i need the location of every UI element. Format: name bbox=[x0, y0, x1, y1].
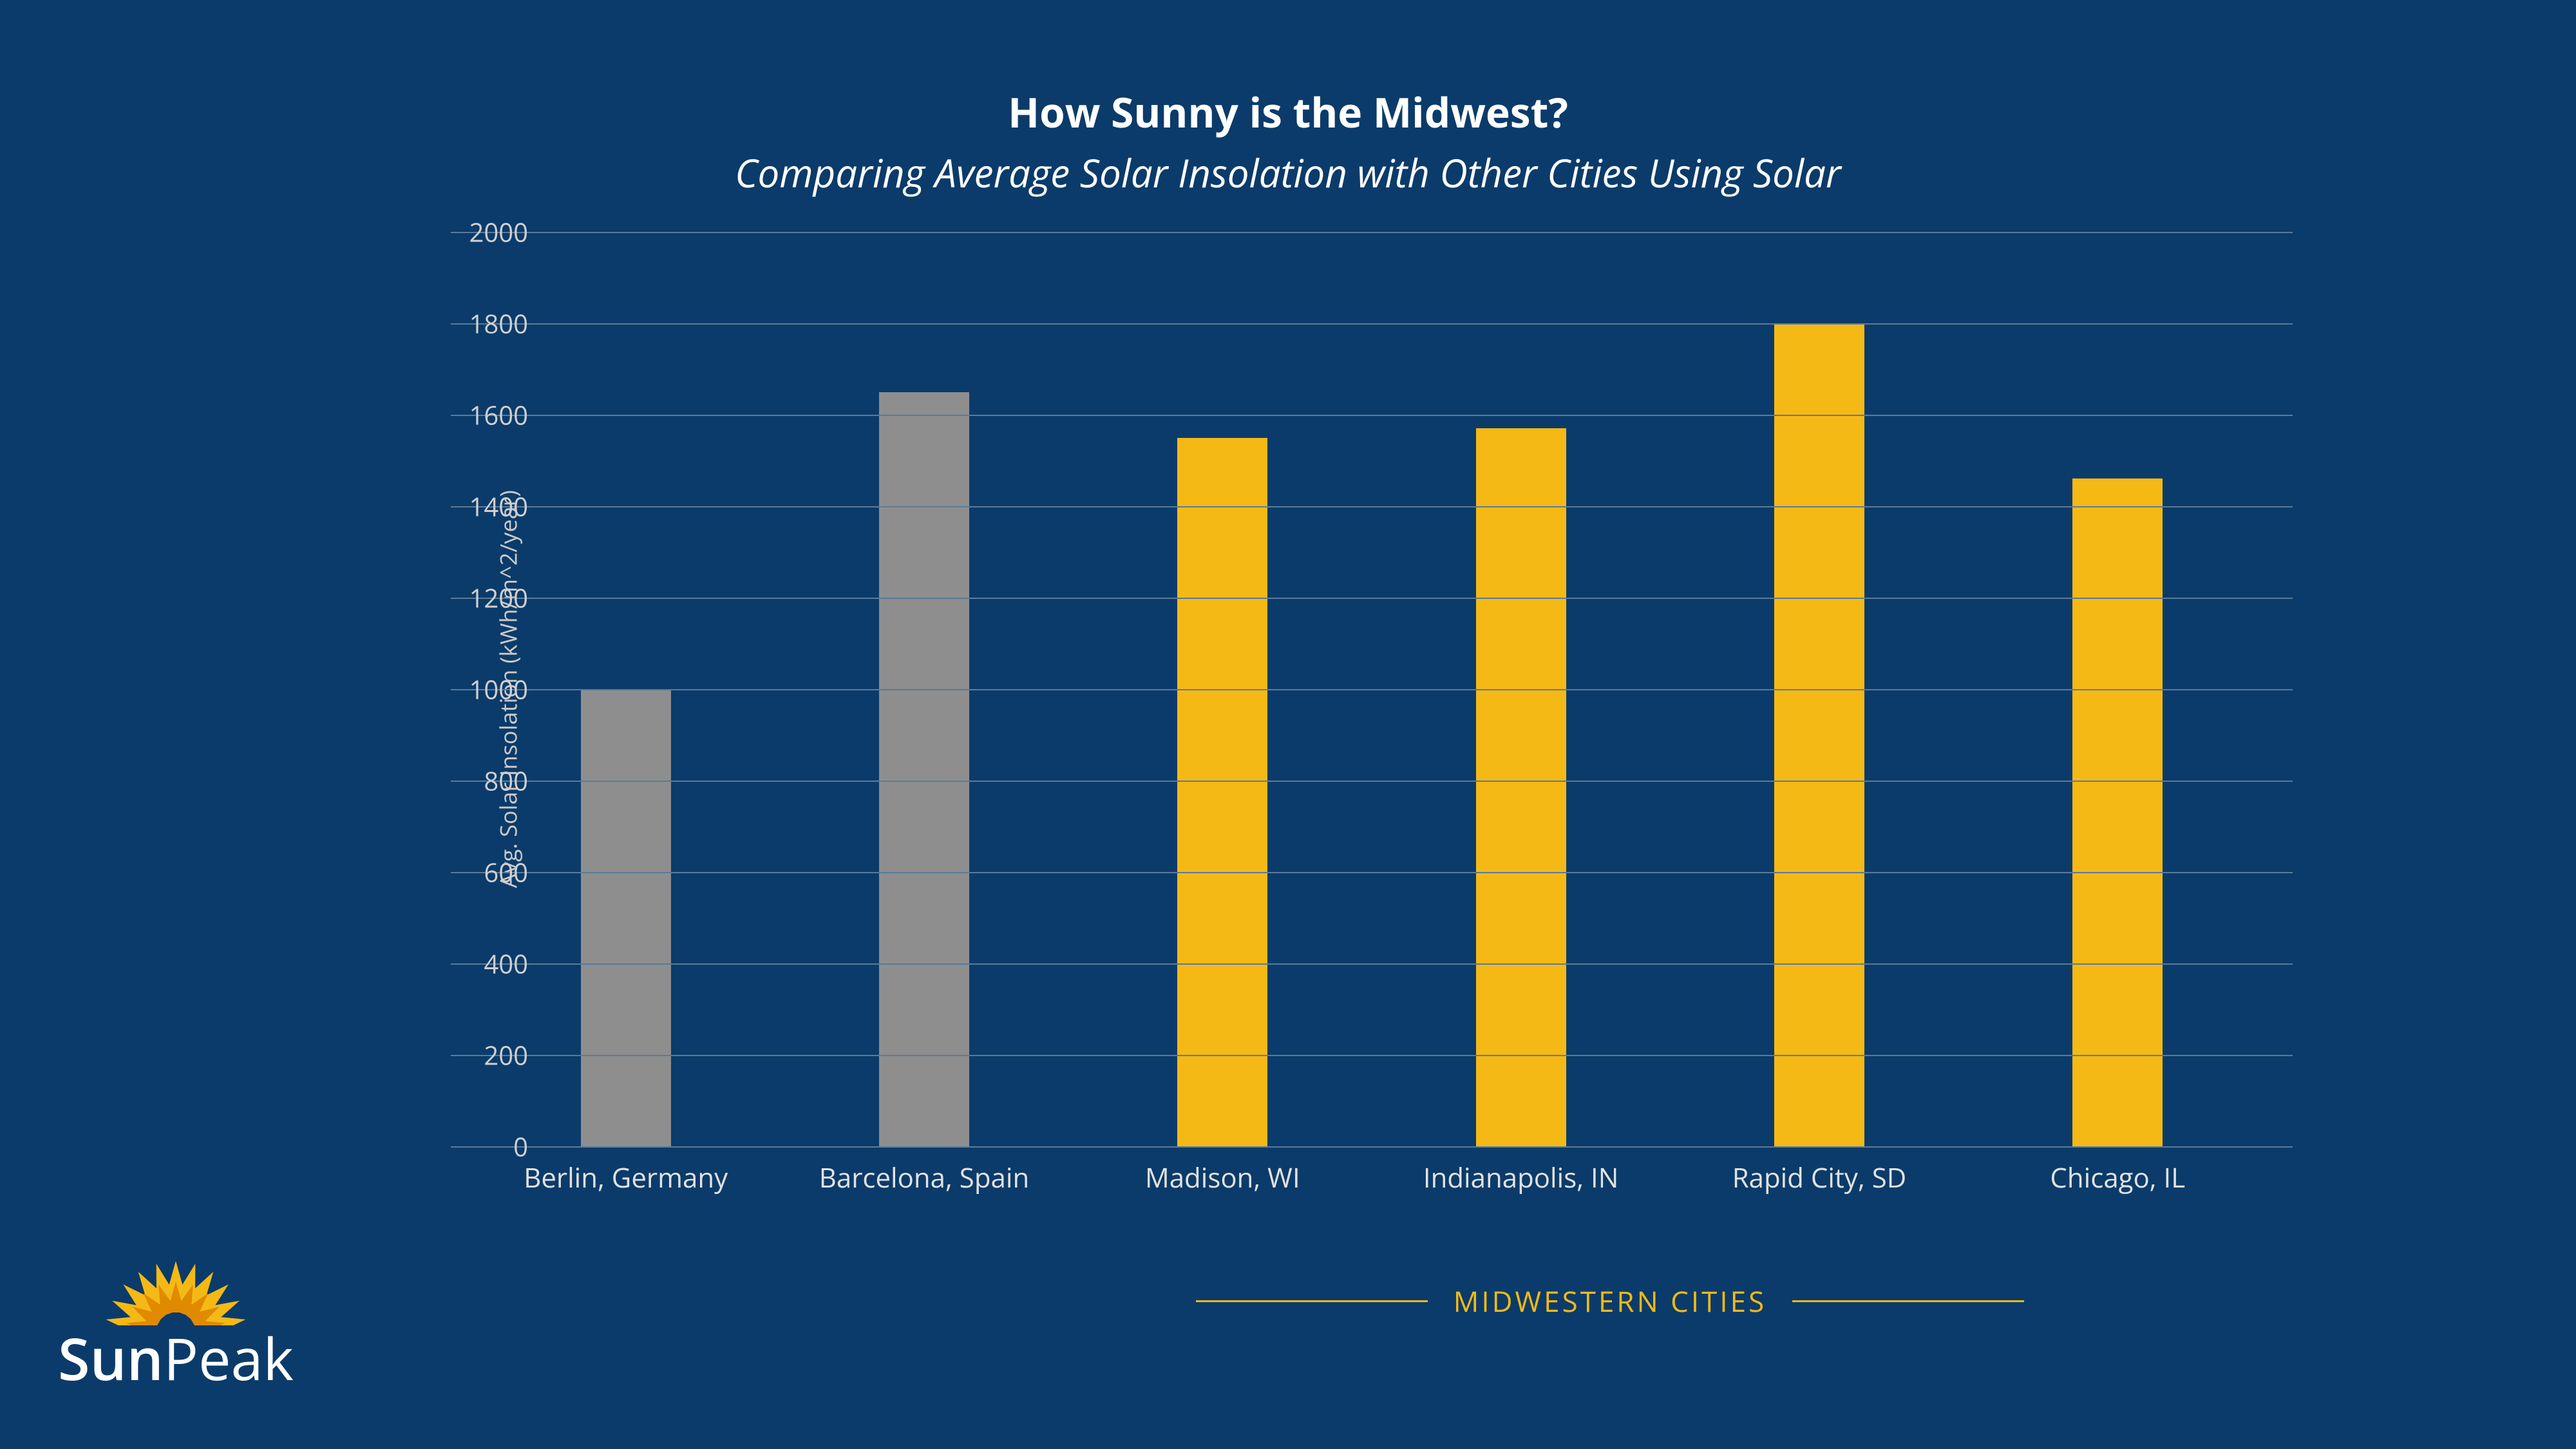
x-tick-label: Madison, WI bbox=[1087, 1159, 1358, 1196]
gridline bbox=[451, 689, 2293, 690]
chart-title-block: How Sunny is the Midwest? Comparing Aver… bbox=[0, 0, 2576, 199]
y-tick-label: 1200 bbox=[451, 580, 528, 616]
y-tick-label: 1400 bbox=[451, 489, 528, 524]
gridline bbox=[451, 1146, 2293, 1148]
y-tick-label: 200 bbox=[451, 1037, 528, 1073]
y-tick-label: 1000 bbox=[451, 672, 528, 707]
bar-slot bbox=[1087, 438, 1358, 1147]
bar bbox=[1476, 428, 1566, 1146]
y-tick-label: 800 bbox=[451, 763, 528, 799]
y-tick-label: 2000 bbox=[451, 214, 528, 250]
bar bbox=[1177, 438, 1267, 1147]
chart-title: How Sunny is the Midwest? bbox=[0, 84, 2576, 140]
gridline bbox=[451, 872, 2293, 873]
y-tick-label: 400 bbox=[451, 946, 528, 981]
gridline bbox=[451, 323, 2293, 325]
gridline bbox=[451, 506, 2293, 507]
group-label-row: MIDWESTERN CITIES bbox=[1095, 1282, 2125, 1320]
bar-slot bbox=[1684, 323, 1955, 1146]
y-tick-label: 1800 bbox=[451, 306, 528, 341]
y-tick-label: 600 bbox=[451, 855, 528, 890]
plot-area: 0200400600800100012001400160018002000 bbox=[451, 232, 2293, 1146]
gridline bbox=[451, 598, 2293, 599]
gridline bbox=[451, 963, 2293, 965]
bar bbox=[879, 392, 969, 1147]
gridline bbox=[451, 232, 2293, 233]
bar-slot bbox=[491, 689, 761, 1146]
bar-slot bbox=[1982, 478, 2253, 1146]
bar bbox=[2072, 478, 2163, 1146]
logo-word-sun: Sun bbox=[58, 1319, 164, 1397]
group-line-left bbox=[1196, 1300, 1428, 1302]
logo-word-peak: Peak bbox=[164, 1319, 294, 1397]
x-tick-label: Rapid City, SD bbox=[1684, 1159, 1955, 1196]
x-tick-label: Berlin, Germany bbox=[491, 1159, 761, 1196]
gridline bbox=[451, 781, 2293, 782]
gridline bbox=[451, 415, 2293, 416]
x-tick-label: Indianapolis, IN bbox=[1386, 1159, 1656, 1196]
x-axis-labels: Berlin, Germany Barcelona, Spain Madison, … bbox=[451, 1159, 2293, 1196]
bar-slot bbox=[1386, 428, 1656, 1146]
brand-logo: SunPeak bbox=[58, 1248, 294, 1397]
gridline bbox=[451, 1055, 2293, 1056]
x-tick-label: Chicago, IL bbox=[1982, 1159, 2253, 1196]
x-tick-label: Barcelona, Spain bbox=[789, 1159, 1059, 1196]
group-label-text: MIDWESTERN CITIES bbox=[1454, 1282, 1767, 1320]
bar bbox=[581, 689, 671, 1146]
chart-subtitle: Comparing Average Solar Insolation with … bbox=[0, 146, 2576, 199]
logo-text: SunPeak bbox=[58, 1319, 294, 1397]
bar bbox=[1774, 323, 1864, 1146]
y-tick-label: 1600 bbox=[451, 397, 528, 433]
chart-area: Avg. Solar Insolation (kWh/m^2/year) 020… bbox=[361, 232, 2293, 1146]
group-line-right bbox=[1792, 1300, 2024, 1302]
bar-slot bbox=[789, 392, 1059, 1147]
sun-icon bbox=[79, 1248, 272, 1325]
